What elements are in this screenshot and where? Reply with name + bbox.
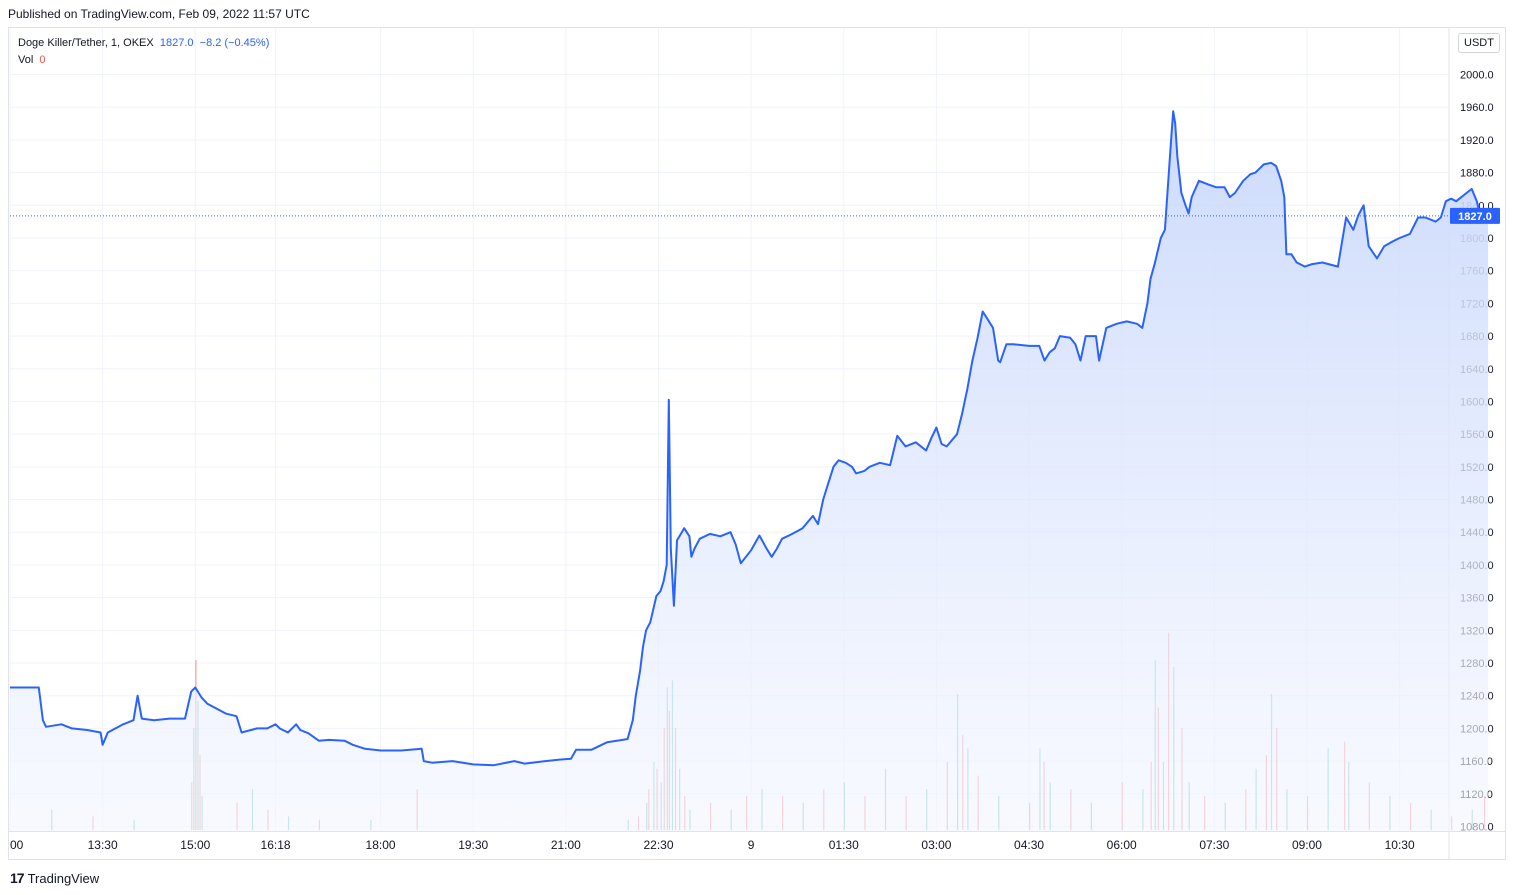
x-tick-label: 06:00 — [1107, 838, 1137, 852]
x-tick-label: 10:30 — [1385, 838, 1415, 852]
tradingview-logo-icon: 17 — [10, 870, 25, 886]
legend-vol-value: 0 — [39, 54, 46, 66]
last-price-label-bg — [1450, 207, 1500, 224]
price-area-fill — [10, 111, 1489, 832]
x-tick-label: 9 — [748, 838, 755, 852]
legend-vol-label: Vol — [18, 54, 34, 66]
legend-symbol[interactable]: Doge Killer/Tether, 1, OKEX — [18, 37, 154, 49]
x-tick-label: 19:30 — [458, 838, 488, 852]
chart-frame — [8, 27, 1506, 860]
footer-brand[interactable]: 17 TradingView — [10, 870, 99, 886]
last-price-label: 1827.0 — [1458, 211, 1492, 223]
tradingview-brand-text: TradingView — [27, 870, 100, 886]
published-text: Published on TradingView.com, Feb 09, 20… — [8, 7, 310, 21]
x-tick-label: 09:00 — [1292, 838, 1322, 852]
x-tick-label: 03:00 — [921, 838, 951, 852]
y-tick-label: 1920.0 — [1460, 135, 1494, 147]
price-line[interactable] — [10, 110, 1489, 767]
x-tick-label: 01:30 — [829, 838, 859, 852]
price-chart[interactable]: 1080.01120.01160.01200.01240.01280.01320… — [0, 0, 1516, 860]
y-tick-label: 1960.0 — [1460, 102, 1494, 114]
x-tick-label: 15:00 — [180, 838, 210, 852]
chart-legend: Doge Killer/Tether, 1, OKEX 1827.0 −8.2 … — [18, 35, 269, 69]
x-tick-label: 13:30 — [88, 838, 118, 852]
legend-last: 1827.0 — [159, 37, 194, 49]
x-tick-label: 21:00 — [551, 838, 581, 852]
y-tick-label: 2000.0 — [1460, 70, 1494, 82]
x-tick-label: 00 — [10, 838, 24, 852]
x-tick-label: 18:00 — [366, 838, 396, 852]
x-tick-label: 07:30 — [1199, 838, 1229, 852]
legend-row-volume: Vol 0 — [18, 52, 269, 69]
x-tick-label: 22:30 — [643, 838, 673, 852]
y-tick-label: 1880.0 — [1460, 168, 1494, 180]
x-tick-label: 04:30 — [1014, 838, 1044, 852]
legend-change: −8.2 (−0.45%) — [199, 37, 270, 49]
legend-row-symbol: Doge Killer/Tether, 1, OKEX 1827.0 −8.2 … — [18, 35, 269, 52]
currency-unit-button[interactable]: USDT — [1458, 33, 1500, 53]
x-tick-label: 16:18 — [261, 838, 291, 852]
